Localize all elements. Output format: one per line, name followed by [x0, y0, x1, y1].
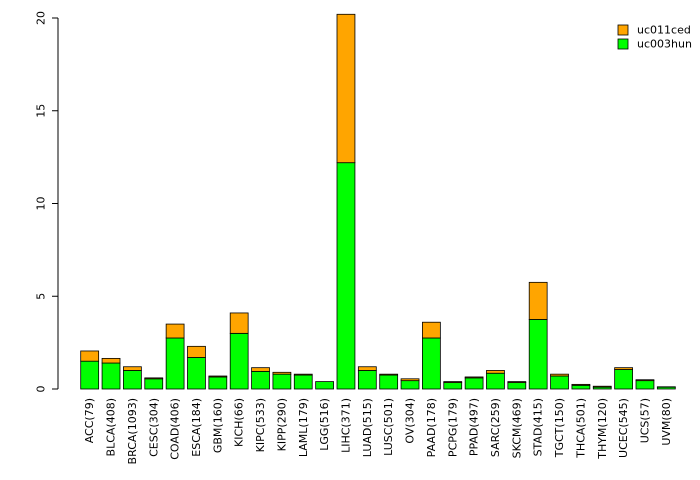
- bar-uc003hun: [550, 375, 569, 390]
- bar-uc011ced: [571, 383, 591, 386]
- bar-uc003hun: [357, 370, 377, 390]
- y-tick-label: 5: [35, 293, 48, 300]
- bar-uc003hun: [571, 384, 591, 390]
- bar-uc011ced: [443, 381, 463, 383]
- y-tick-label: 0: [35, 386, 48, 393]
- x-tick-label: BLCA(408): [105, 398, 118, 456]
- x-tick-label: LIHC(371): [339, 398, 352, 453]
- x-tick-label: OV(304): [404, 398, 417, 444]
- bar-uc011ced: [550, 373, 569, 377]
- bar-uc011ced: [400, 378, 420, 382]
- bar-uc003hun: [101, 362, 121, 390]
- x-axis-labels: ACC(79) BLCA(408) BRCA(1093) CESC(304) COAD(…: [83, 398, 673, 464]
- y-tick-label: 20: [35, 11, 48, 25]
- bar-uc003hun: [443, 382, 463, 390]
- bar-uc003hun: [165, 337, 185, 390]
- bar-uc011ced: [272, 371, 292, 375]
- x-tick-label: BRCA(1093): [126, 398, 139, 464]
- bar-uc003hun: [229, 332, 249, 390]
- bar-uc003hun: [486, 372, 505, 390]
- y-tick-label: 10: [35, 197, 48, 211]
- bar-uc003hun: [507, 382, 527, 390]
- bar-uc011ced: [422, 321, 441, 339]
- bar-uc011ced: [187, 345, 206, 358]
- bar-uc003hun: [315, 381, 334, 390]
- bar-uc011ced: [592, 385, 612, 388]
- x-tick-label: KIPC(533): [254, 398, 267, 452]
- legend-swatch: [617, 24, 629, 36]
- bar-uc011ced: [507, 381, 527, 383]
- bar-uc011ced: [229, 312, 249, 334]
- bar-uc011ced: [251, 367, 270, 372]
- x-tick-label: ACC(79): [83, 398, 96, 443]
- bar-uc003hun: [464, 377, 484, 390]
- bar-uc011ced: [336, 13, 356, 164]
- bar-uc003hun: [422, 337, 441, 390]
- x-tick-label: KIPP(290): [275, 398, 288, 451]
- bar-uc011ced: [144, 377, 164, 380]
- bar-uc003hun: [379, 374, 399, 390]
- bar-uc011ced: [635, 379, 655, 382]
- x-tick-label: SARC(259): [489, 398, 502, 457]
- y-tick-label: 15: [35, 104, 48, 118]
- legend-label: uc011ced: [637, 24, 691, 37]
- x-tick-label: STAD(415): [532, 398, 545, 456]
- bar-uc011ced: [208, 375, 228, 378]
- x-tick-label: COAD(406): [169, 398, 182, 460]
- legend-swatch: [617, 38, 629, 50]
- bar-uc011ced: [486, 370, 505, 374]
- bar-uc003hun: [400, 380, 420, 390]
- bars: [80, 13, 676, 390]
- bar-uc003hun: [293, 374, 313, 390]
- x-tick-label: PAAD(178): [425, 398, 438, 457]
- x-tick-label: TGCT(150): [553, 398, 566, 458]
- bar-uc003hun: [208, 376, 228, 390]
- x-tick-label: LUSC(501): [382, 398, 395, 456]
- x-tick-label: ESCA(184): [190, 398, 203, 457]
- legend-label: uc003hun: [637, 38, 692, 51]
- x-tick-label: LGG(516): [318, 398, 331, 451]
- x-tick-label: UVM(80): [660, 398, 673, 446]
- bar-uc011ced: [528, 281, 548, 320]
- bar-uc011ced: [379, 373, 399, 376]
- bar-uc003hun: [123, 370, 142, 390]
- bar-uc003hun: [80, 360, 100, 390]
- bar-uc011ced: [101, 357, 121, 364]
- x-tick-label: UCEC(545): [617, 398, 630, 458]
- bar-uc011ced: [357, 366, 377, 371]
- bar-uc003hun: [635, 380, 655, 390]
- x-tick-label: CESC(304): [147, 398, 160, 457]
- bar-uc003hun: [272, 373, 292, 390]
- x-tick-label: LUAD(515): [361, 398, 374, 457]
- bar-uc003hun: [614, 369, 633, 390]
- x-tick-label: LAML(179): [297, 398, 310, 457]
- bar-uc011ced: [293, 373, 313, 376]
- x-tick-label: KICH(66): [233, 398, 246, 447]
- bar-uc003hun: [187, 357, 206, 390]
- x-tick-label: SKCM(469): [510, 398, 523, 458]
- bar-uc011ced: [165, 323, 185, 339]
- x-tick-label: GBM(160): [211, 398, 224, 453]
- bar-uc003hun: [336, 162, 356, 390]
- x-tick-label: UCS(57): [638, 398, 651, 443]
- y-axis: 0 5 10 15 20: [35, 11, 59, 393]
- x-tick-label: THCA(501): [574, 398, 587, 459]
- bar-uc003hun: [144, 378, 164, 390]
- bar-uc011ced: [80, 350, 100, 362]
- bar-uc011ced: [123, 366, 142, 371]
- x-tick-label: PPAD(497): [468, 398, 481, 456]
- x-tick-label: THYM(120): [596, 398, 609, 460]
- x-tick-label: PCPG(179): [446, 398, 459, 457]
- bar-uc003hun: [528, 319, 548, 390]
- bar-uc011ced: [464, 376, 484, 379]
- bar-uc003hun: [251, 370, 270, 390]
- bar-uc011ced: [614, 367, 633, 370]
